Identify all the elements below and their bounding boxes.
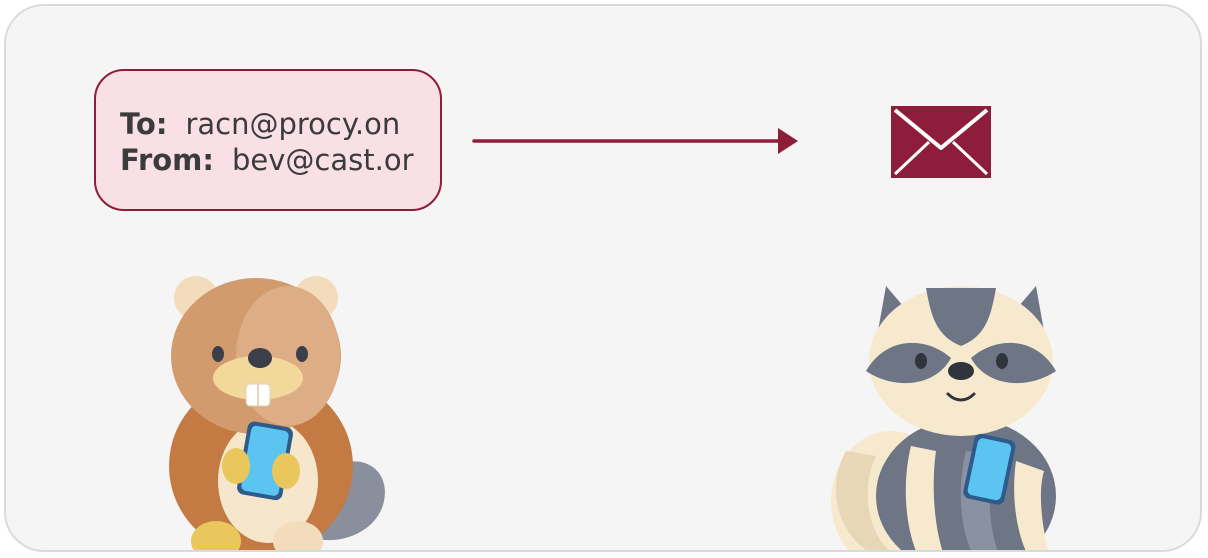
raccoon-head [869, 286, 1053, 436]
from-address: bev@cast.or [232, 143, 414, 177]
from-label: From: [120, 143, 214, 177]
envelope-icon [891, 106, 991, 178]
to-address: racn@procy.on [185, 107, 401, 141]
beaver-with-phone [169, 276, 385, 550]
diagram-panel: To: racn@procy.on From: bev@cast.or [4, 4, 1202, 552]
right-arrow-icon [472, 128, 798, 154]
to-line: To: racn@procy.on [120, 107, 400, 141]
email-header-box: To: racn@procy.on From: bev@cast.or [94, 69, 442, 211]
to-label: To: [120, 107, 168, 141]
from-line: From: bev@cast.or [120, 143, 414, 177]
raccoon-with-phone [831, 286, 1056, 550]
